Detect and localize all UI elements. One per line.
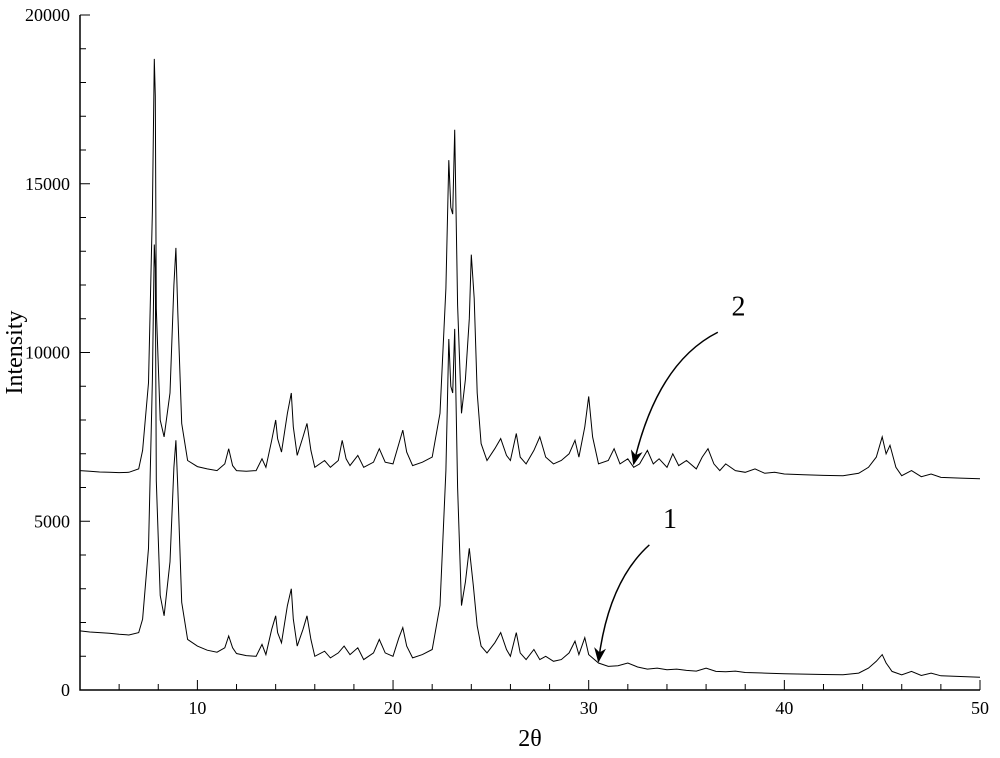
chart-svg: 10 20 30 40 50 2θ 0 5000 10000 15000 20000 Intensit… [0, 0, 1000, 758]
trace-pattern-2 [80, 59, 980, 479]
x-tick-label: 50 [971, 698, 989, 718]
x-tick-label: 10 [188, 698, 206, 718]
x-tick-label: 30 [580, 698, 598, 718]
xrd-chart: 10 20 30 40 50 2θ 0 5000 10000 15000 20000 Intensit… [0, 0, 1000, 758]
annotation-label-2: 2 [732, 291, 746, 322]
axis-frame [80, 15, 980, 690]
annotation-arrow-label-1 [598, 545, 649, 661]
annotation-label-1: 1 [663, 504, 677, 535]
y-tick-label: 5000 [34, 511, 70, 531]
y-tick-label: 15000 [25, 174, 70, 194]
x-axis-label: 2θ [518, 726, 542, 752]
x-tick-label: 20 [384, 698, 402, 718]
y-tick-label: 20000 [25, 5, 70, 25]
y-axis-label: Intensity [2, 311, 28, 395]
y-tick-label: 10000 [25, 343, 70, 363]
annotation-arrow-label-2 [634, 332, 718, 464]
x-tick-label: 40 [775, 698, 793, 718]
trace-pattern-1 [80, 245, 980, 678]
y-tick-label: 0 [61, 680, 70, 700]
